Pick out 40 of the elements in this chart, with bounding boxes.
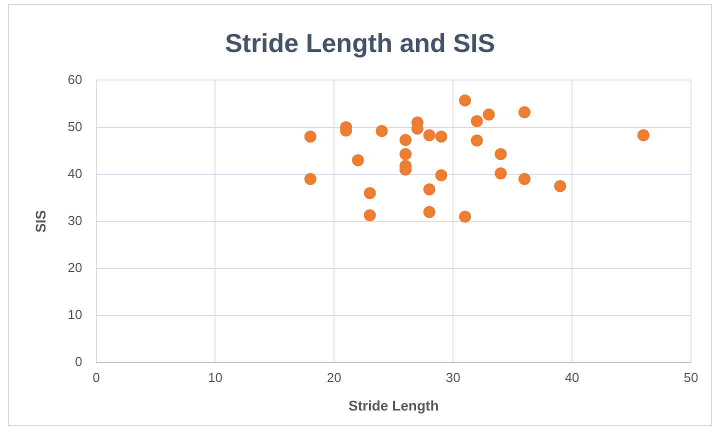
y-tick-label: 10 <box>68 307 82 322</box>
point <box>482 108 495 121</box>
y-tick-label: 50 <box>68 118 82 134</box>
point <box>435 169 448 182</box>
point <box>470 115 483 128</box>
x-tick-label: 20 <box>326 370 342 385</box>
point <box>637 129 650 142</box>
x-tick-label: 50 <box>684 370 698 385</box>
point <box>376 125 388 138</box>
x-tick-label: 10 <box>208 370 222 385</box>
y-tick-label: 0 <box>75 354 82 370</box>
point <box>518 106 530 118</box>
point <box>352 154 364 166</box>
point <box>304 173 316 186</box>
y-tick-label: 40 <box>68 166 82 181</box>
point <box>459 210 471 223</box>
y-tick-label: 60 <box>68 72 82 87</box>
y-tick-label: 20 <box>68 260 82 276</box>
point <box>494 167 507 180</box>
point <box>435 130 448 143</box>
point <box>518 173 530 186</box>
y-tick-label: 30 <box>68 212 82 228</box>
point <box>364 187 376 200</box>
point <box>304 130 316 143</box>
point <box>554 180 566 192</box>
x-axis-title: Stride Length <box>348 397 439 414</box>
x-tick-label: 30 <box>446 370 460 385</box>
point <box>459 94 471 106</box>
point <box>400 148 412 160</box>
point <box>364 209 376 222</box>
chart-title: Stride Length and SIS <box>224 28 496 58</box>
point <box>423 129 436 142</box>
x-tick-label: 0 <box>92 370 100 385</box>
point <box>423 206 436 218</box>
point <box>423 183 436 196</box>
point <box>470 134 483 146</box>
y-axis-title: SIS <box>32 210 48 233</box>
x-tick-label: 40 <box>564 370 580 385</box>
point <box>400 134 412 146</box>
point <box>494 148 507 160</box>
